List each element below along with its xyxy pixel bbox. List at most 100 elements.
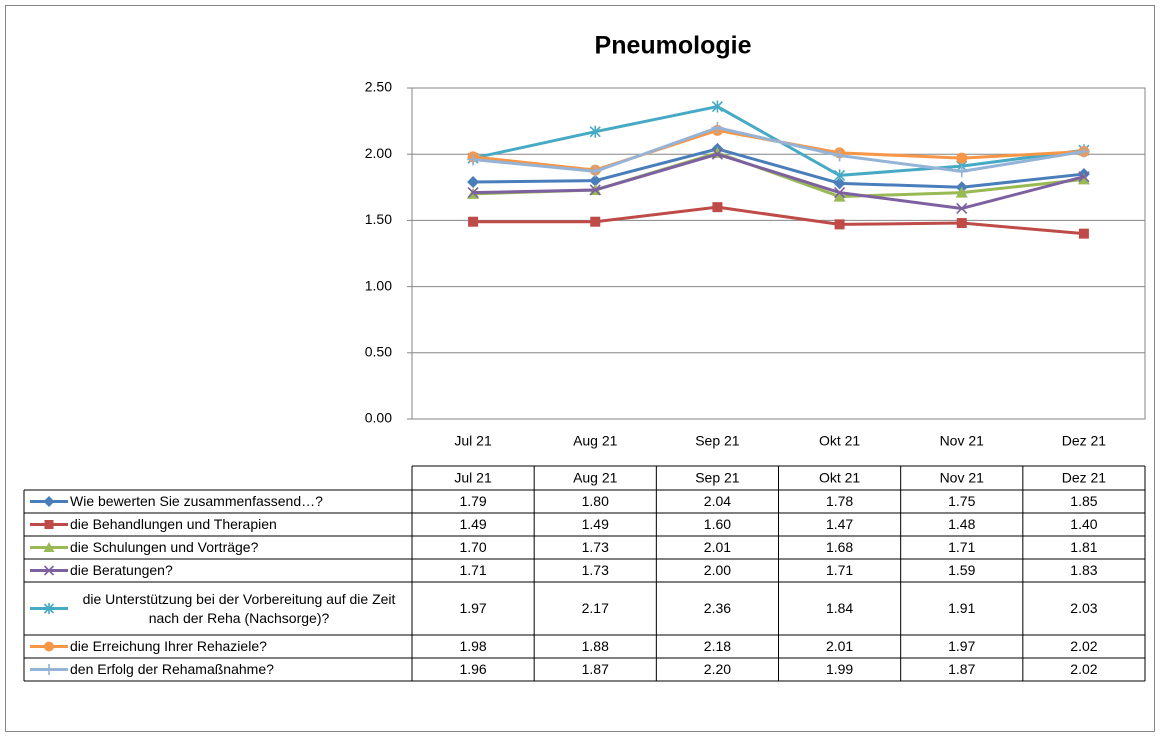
y-tick-label: 2.00 bbox=[365, 145, 392, 161]
table-value: 1.73 bbox=[582, 562, 609, 578]
chart-border bbox=[5, 5, 1155, 732]
series-marker bbox=[833, 190, 846, 202]
legend-label: die Behandlungen und Therapien bbox=[70, 516, 277, 532]
series-marker bbox=[711, 121, 724, 134]
series-marker bbox=[956, 202, 968, 215]
table-value: 2.02 bbox=[1070, 661, 1097, 677]
legend-marker bbox=[43, 565, 55, 576]
legend-cell: den Erfolg der Rehamaßnahme? bbox=[70, 661, 274, 677]
table-value: 1.99 bbox=[826, 661, 853, 677]
table-value: 1.60 bbox=[704, 516, 731, 532]
chart-title: Pneumologie bbox=[595, 32, 752, 60]
table-value: 1.70 bbox=[459, 539, 486, 555]
table-value: 1.79 bbox=[459, 493, 486, 509]
table-value: 2.01 bbox=[826, 638, 853, 654]
table-value: 1.68 bbox=[826, 539, 853, 555]
legend-marker bbox=[43, 603, 55, 614]
y-tick-label: 2.50 bbox=[365, 79, 392, 95]
x-tick-label: Dez 21 bbox=[1062, 433, 1107, 449]
table-value: 2.01 bbox=[704, 539, 731, 555]
table-value: 2.00 bbox=[704, 562, 731, 578]
table-header: Okt 21 bbox=[819, 470, 860, 486]
table-value: 1.49 bbox=[459, 516, 486, 532]
legend-label: den Erfolg der Rehamaßnahme? bbox=[70, 661, 274, 677]
x-tick-label: Aug 21 bbox=[573, 433, 618, 449]
legend-cell: die Erreichung Ihrer Rehaziele? bbox=[70, 638, 267, 654]
y-tick-label: 0.00 bbox=[365, 410, 392, 426]
legend-label: Wie bewerten Sie zusammenfassend…? bbox=[70, 493, 323, 509]
series-marker bbox=[955, 165, 968, 178]
table-value: 1.85 bbox=[1070, 493, 1097, 509]
series-marker bbox=[712, 202, 723, 213]
table-value: 2.02 bbox=[1070, 638, 1097, 654]
legend-cell: die Beratungen? bbox=[70, 562, 173, 578]
y-tick-label: 0.50 bbox=[365, 344, 392, 360]
table-value: 1.87 bbox=[582, 661, 609, 677]
series-line bbox=[473, 205, 1085, 236]
y-tick-label: 1.00 bbox=[365, 277, 392, 293]
series-marker bbox=[834, 219, 845, 230]
legend-cell: die Unterstützung bei der Vorbereitung a… bbox=[82, 590, 396, 626]
table-value: 1.96 bbox=[459, 661, 486, 677]
table-value: 2.04 bbox=[704, 493, 731, 509]
series-marker bbox=[955, 186, 968, 198]
series-marker bbox=[834, 187, 846, 199]
x-tick-label: Sep 21 bbox=[695, 433, 740, 449]
legend-label: die Unterstützung bei der Vorbereitung a… bbox=[82, 590, 396, 626]
series-marker bbox=[711, 100, 723, 113]
series-marker bbox=[589, 184, 601, 196]
table-value: 2.20 bbox=[704, 661, 731, 677]
series-marker bbox=[834, 169, 846, 182]
series-marker bbox=[956, 152, 968, 164]
table-value: 1.71 bbox=[459, 562, 486, 578]
table-value: 1.81 bbox=[1070, 539, 1097, 555]
legend-label: die Schulungen und Vorträge? bbox=[70, 539, 259, 555]
series-line bbox=[472, 126, 1085, 173]
series-marker bbox=[467, 153, 480, 166]
table-value: 1.83 bbox=[1070, 562, 1097, 578]
table-value: 1.84 bbox=[826, 600, 853, 616]
legend-marker bbox=[44, 520, 54, 529]
series-marker bbox=[956, 218, 967, 229]
table-header: Dez 21 bbox=[1062, 470, 1107, 486]
series-marker bbox=[589, 174, 602, 187]
table-value: 1.71 bbox=[948, 539, 975, 555]
table-header: Jul 21 bbox=[454, 470, 492, 486]
table-value: 1.48 bbox=[948, 516, 975, 532]
legend-label: die Erreichung Ihrer Rehaziele? bbox=[70, 638, 267, 654]
series-marker bbox=[711, 148, 723, 160]
table-header: Aug 21 bbox=[573, 470, 618, 486]
series-marker bbox=[468, 216, 479, 227]
series-line bbox=[473, 147, 1085, 189]
legend-label: die Beratungen? bbox=[70, 562, 173, 578]
table-value: 1.47 bbox=[826, 516, 853, 532]
legend-marker bbox=[43, 496, 55, 507]
series-marker bbox=[467, 187, 479, 199]
series-marker bbox=[833, 177, 846, 190]
table-header: Nov 21 bbox=[940, 470, 985, 486]
table-value: 2.36 bbox=[704, 600, 731, 616]
legend-marker bbox=[44, 641, 54, 652]
legend-cell: die Schulungen und Vorträge? bbox=[70, 539, 259, 555]
table-value: 1.97 bbox=[948, 638, 975, 654]
table-value: 1.73 bbox=[582, 539, 609, 555]
table-value: 1.40 bbox=[1070, 516, 1097, 532]
table-value: 1.49 bbox=[582, 516, 609, 532]
series-marker bbox=[1078, 228, 1089, 239]
table-value: 1.78 bbox=[826, 493, 853, 509]
x-tick-label: Nov 21 bbox=[940, 433, 985, 449]
table-value: 1.80 bbox=[582, 493, 609, 509]
table-value: 2.17 bbox=[582, 600, 609, 616]
legend-marker bbox=[43, 542, 55, 552]
table-value: 1.75 bbox=[948, 493, 975, 509]
series-marker bbox=[590, 216, 601, 227]
series-marker bbox=[833, 149, 846, 162]
series-marker bbox=[1077, 145, 1090, 158]
table-value: 1.59 bbox=[948, 562, 975, 578]
table-value: 2.18 bbox=[704, 638, 731, 654]
table-value: 1.87 bbox=[948, 661, 975, 677]
table-header: Sep 21 bbox=[695, 470, 740, 486]
table-value: 2.03 bbox=[1070, 600, 1097, 616]
legend-cell: Wie bewerten Sie zusammenfassend…? bbox=[70, 493, 323, 509]
